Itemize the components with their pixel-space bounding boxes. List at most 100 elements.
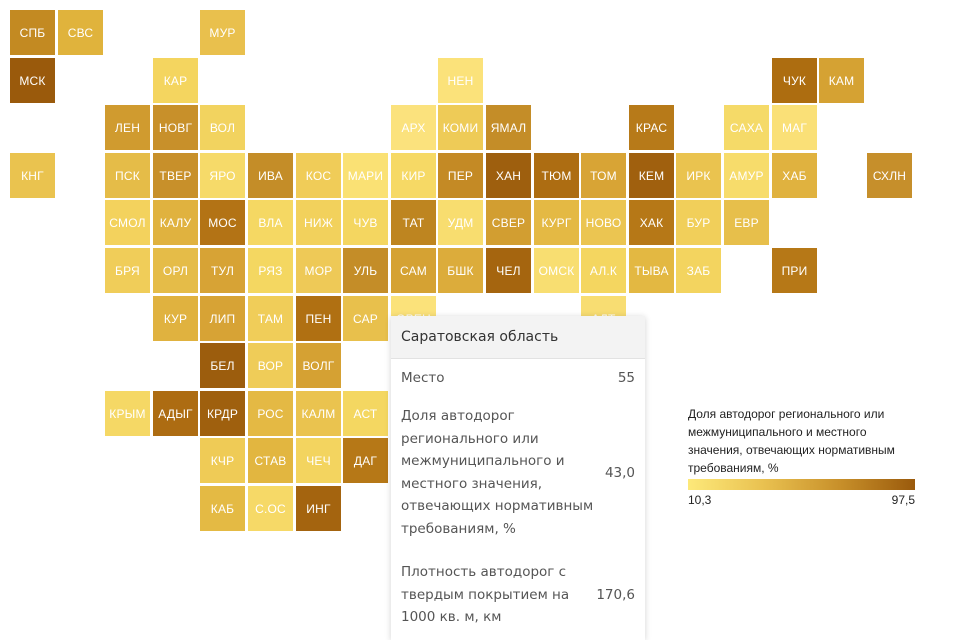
region-tile-label: КОМИ — [442, 120, 479, 135]
region-tile[interactable]: ОМСК — [534, 248, 579, 293]
region-tile[interactable]: ТАТ — [391, 200, 436, 245]
region-tile[interactable]: БЕЛ — [200, 343, 245, 388]
region-tile[interactable]: НОВГ — [153, 105, 198, 150]
region-tile[interactable]: СМОЛ — [105, 200, 150, 245]
region-tile[interactable]: КУРГ — [534, 200, 579, 245]
region-tile[interactable]: КАБ — [200, 486, 245, 531]
region-tile[interactable]: ПЕН — [296, 296, 341, 341]
region-tile[interactable]: БУР — [676, 200, 721, 245]
region-tile-label: АРХ — [401, 120, 426, 135]
region-tile[interactable]: КАР — [153, 58, 198, 103]
region-tile-label: БУР — [686, 215, 711, 230]
region-tile[interactable]: ВЛА — [248, 200, 293, 245]
region-tile[interactable]: ЕВР — [724, 200, 769, 245]
region-tile[interactable]: ТЮМ — [534, 153, 579, 198]
region-tile[interactable]: ЛИП — [200, 296, 245, 341]
region-tile[interactable]: КРЫМ — [105, 391, 150, 436]
region-tile[interactable]: АМУР — [724, 153, 769, 198]
region-tile[interactable]: БРЯ — [105, 248, 150, 293]
region-tile[interactable]: НЕН — [438, 58, 483, 103]
region-tile[interactable]: НИЖ — [296, 200, 341, 245]
region-tile[interactable]: СПБ — [10, 10, 55, 55]
region-tile[interactable]: ТВЕР — [153, 153, 198, 198]
region-tile-label: РЯЗ — [258, 263, 283, 278]
region-tile[interactable]: ЧЕЛ — [486, 248, 531, 293]
region-tile[interactable]: САХА — [724, 105, 769, 150]
region-tile[interactable]: МОС — [200, 200, 245, 245]
region-tile[interactable]: КРАС — [629, 105, 674, 150]
region-tile[interactable]: ПРИ — [772, 248, 817, 293]
region-tile[interactable]: ХАН — [486, 153, 531, 198]
region-tile[interactable]: КЧР — [200, 438, 245, 483]
region-tile[interactable]: МУР — [200, 10, 245, 55]
region-tile[interactable]: МАРИ — [343, 153, 388, 198]
region-tile[interactable]: ОРЛ — [153, 248, 198, 293]
region-tile[interactable]: ВОЛ — [200, 105, 245, 150]
region-tile[interactable]: КАЛУ — [153, 200, 198, 245]
region-tile-label: СВС — [67, 25, 94, 40]
region-tile[interactable]: ТУЛ — [200, 248, 245, 293]
region-tile[interactable]: СТАВ — [248, 438, 293, 483]
region-tile[interactable]: ХАБ — [772, 153, 817, 198]
region-tile[interactable]: КУР — [153, 296, 198, 341]
region-tile[interactable]: ТОМ — [581, 153, 626, 198]
region-tile[interactable]: АРХ — [391, 105, 436, 150]
region-tile[interactable]: КЕМ — [629, 153, 674, 198]
region-tile-label: БЕЛ — [210, 358, 235, 373]
region-tile[interactable]: ЧУВ — [343, 200, 388, 245]
region-tile[interactable]: КАЛМ — [296, 391, 341, 436]
region-tile[interactable]: МАГ — [772, 105, 817, 150]
region-tile[interactable]: ДАГ — [343, 438, 388, 483]
region-tile-label: ЧУК — [782, 73, 807, 88]
region-tile[interactable]: ВОР — [248, 343, 293, 388]
region-tile[interactable]: САМ — [391, 248, 436, 293]
region-tile[interactable]: ЧУК — [772, 58, 817, 103]
region-tile[interactable]: КОМИ — [438, 105, 483, 150]
region-tile-label: АЛ.К — [589, 263, 618, 278]
region-tile[interactable]: ЗАБ — [676, 248, 721, 293]
region-tile[interactable]: КАМ — [819, 58, 864, 103]
region-tile[interactable]: ИНГ — [296, 486, 341, 531]
region-tile[interactable]: БШК — [438, 248, 483, 293]
region-tile[interactable]: ТЫВА — [629, 248, 674, 293]
region-tile[interactable]: РОС — [248, 391, 293, 436]
region-tile[interactable]: НОВО — [581, 200, 626, 245]
region-tile-label: УДМ — [447, 215, 474, 230]
region-tile-label: КАЛМ — [301, 406, 336, 421]
region-tile-label: СПБ — [19, 25, 46, 40]
region-tile[interactable]: СХЛН — [867, 153, 912, 198]
region-tile-label: ЗАБ — [686, 263, 711, 278]
region-tile-label: ТАМ — [257, 311, 284, 326]
region-tile[interactable]: АСТ — [343, 391, 388, 436]
region-tile[interactable]: ЛЕН — [105, 105, 150, 150]
region-tile[interactable]: УЛЬ — [343, 248, 388, 293]
region-tile[interactable]: КОС — [296, 153, 341, 198]
region-tile[interactable]: ХАК — [629, 200, 674, 245]
region-tile[interactable]: УДМ — [438, 200, 483, 245]
region-tile[interactable]: САР — [343, 296, 388, 341]
tooltip-share-label: Доля автодорог регионального или межмуни… — [401, 408, 594, 537]
region-tile[interactable]: РЯЗ — [248, 248, 293, 293]
region-tile[interactable]: КНГ — [10, 153, 55, 198]
region-tile[interactable]: ТАМ — [248, 296, 293, 341]
region-tile-label: КУРГ — [541, 215, 572, 230]
region-tile[interactable]: СВС — [58, 10, 103, 55]
region-tile[interactable]: КИР — [391, 153, 436, 198]
region-tile[interactable]: С.ОС — [248, 486, 293, 531]
region-tile-label: КРДР — [206, 406, 239, 421]
region-tile[interactable]: МОР — [296, 248, 341, 293]
region-tile[interactable]: ПСК — [105, 153, 150, 198]
region-tile[interactable]: АДЫГ — [153, 391, 198, 436]
region-tile[interactable]: ПЕР — [438, 153, 483, 198]
region-tile[interactable]: СВЕР — [486, 200, 531, 245]
region-tile[interactable]: ЯМАЛ — [486, 105, 531, 150]
region-tile[interactable]: ИВА — [248, 153, 293, 198]
region-tile[interactable]: ВОЛГ — [296, 343, 341, 388]
region-tile[interactable]: ИРК — [676, 153, 721, 198]
region-tile[interactable]: ЧЕЧ — [296, 438, 341, 483]
region-tile[interactable]: АЛ.К — [581, 248, 626, 293]
region-tile[interactable]: КРДР — [200, 391, 245, 436]
region-tile[interactable]: ЯРО — [200, 153, 245, 198]
region-tile[interactable]: МСК — [10, 58, 55, 103]
legend-gradient-bar — [688, 479, 915, 490]
